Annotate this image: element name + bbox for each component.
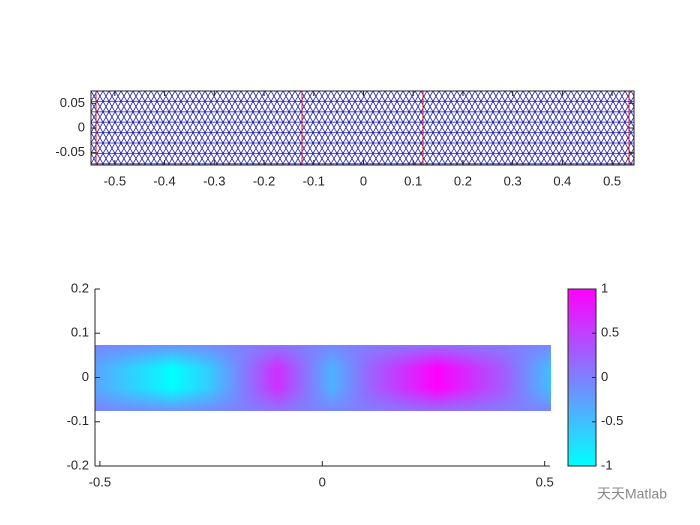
colorbar-tick-label: 0	[601, 369, 608, 384]
field-axes: -0.5 0 0.5 -0.2 -0.1 0 0.1 0.2 -1 -0.5 0 0.5 1	[67, 280, 624, 489]
x-tick-label: 0	[360, 173, 367, 188]
watermark: 天天Matlab	[597, 486, 667, 502]
mesh-axes: -0.5 -0.4 -0.3 -0.2 -0.1 0 0.1 0.2 0.3 0.4 0.5 -0.0…	[55, 90, 635, 188]
x-tick-label: 0.2	[454, 173, 472, 188]
x-tick-label: -0.1	[303, 173, 325, 188]
y-tick-label: 0	[78, 119, 85, 134]
x-tick-label: -0.4	[153, 173, 175, 188]
x-tick-label: 0.5	[603, 173, 621, 188]
colorbar	[567, 288, 597, 467]
y-tick-label: -0.1	[67, 413, 89, 428]
colorbar-tick-label: -0.5	[601, 413, 623, 428]
colorbar-tick-label: 0.5	[601, 325, 619, 340]
x-tick-label: 0.4	[553, 173, 571, 188]
x-tick-label: -0.3	[203, 173, 225, 188]
x-tick-label: 0	[319, 474, 326, 489]
y-tick-label: 0	[82, 369, 89, 384]
mesh	[91, 91, 634, 165]
x-tick-label: -0.2	[253, 173, 275, 188]
field-shade	[95, 345, 551, 411]
y-tick-label: -0.05	[55, 144, 85, 159]
colorbar-tick-label: 1	[601, 280, 608, 295]
y-tick-label: 0.2	[71, 280, 89, 295]
y-tick-label: 0.1	[71, 325, 89, 340]
x-tick-label: -0.5	[89, 474, 111, 489]
y-tick-label: 0.05	[60, 95, 85, 110]
x-tick-label: 0.5	[536, 474, 554, 489]
y-tick-label: -0.2	[67, 457, 89, 472]
x-tick-label: 0.3	[504, 173, 522, 188]
x-tick-label: 0.1	[404, 173, 422, 188]
x-tick-label: -0.5	[104, 173, 126, 188]
colorbar-tick-label: -1	[601, 457, 613, 472]
